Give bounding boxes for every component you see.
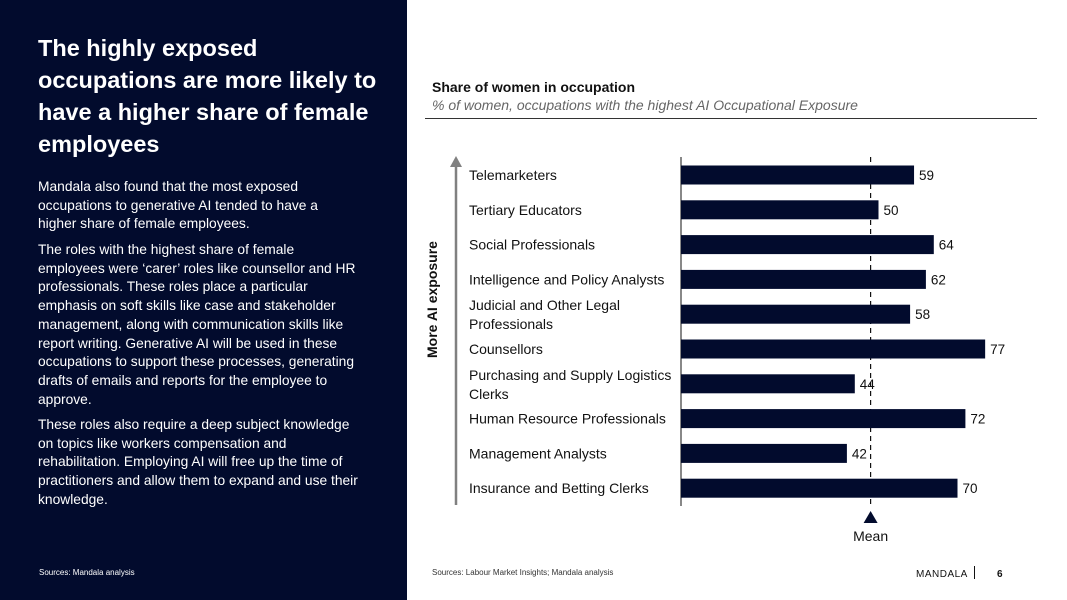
exposure-arrow-head xyxy=(450,156,462,167)
category-label: Judicial and Other Legal Professionals xyxy=(469,297,620,332)
category-label-line: Purchasing and Supply Logistics xyxy=(469,367,671,383)
mean-marker-icon xyxy=(863,511,878,523)
title-divider xyxy=(425,118,1037,119)
data-label: 42 xyxy=(852,446,867,461)
bar xyxy=(681,374,855,394)
bar xyxy=(681,304,911,324)
data-label: 58 xyxy=(915,307,930,322)
category-label-line: Clerks xyxy=(469,386,509,402)
data-label: 64 xyxy=(939,238,955,253)
bar xyxy=(681,478,958,498)
bar xyxy=(681,200,879,220)
mean-label: Mean xyxy=(853,528,888,544)
paragraph-1: Mandala also found that the most exposed… xyxy=(38,179,318,232)
category-label: Management Analysts xyxy=(469,445,607,461)
category-label-line: Judicial and Other Legal xyxy=(469,297,620,313)
category-label: Intelligence and Policy Analysts xyxy=(469,271,664,287)
page-title: The highly exposed occupations are more … xyxy=(38,35,377,157)
bar xyxy=(681,339,986,359)
chart-subtitle: % of women, occupations with the highest… xyxy=(432,97,858,113)
footer-divider xyxy=(974,566,975,579)
category-label: Tertiary Educators xyxy=(469,202,582,218)
bar xyxy=(681,165,915,185)
page-number: 6 xyxy=(997,569,1003,580)
data-label: 70 xyxy=(963,481,978,496)
bar xyxy=(681,269,926,289)
left-panel: The highly exposed occupations are more … xyxy=(0,0,407,600)
chart-title: Share of women in occupation xyxy=(432,79,636,95)
bar xyxy=(681,235,934,255)
data-label: 77 xyxy=(990,342,1005,357)
category-label: Telemarketers xyxy=(469,167,557,183)
data-label: 59 xyxy=(919,168,934,183)
category-label: Counsellors xyxy=(469,341,543,357)
data-label: 44 xyxy=(860,377,876,392)
data-label: 72 xyxy=(970,412,985,427)
bar xyxy=(681,409,966,429)
left-source-note: Sources: Mandala analysis xyxy=(39,568,135,577)
bar xyxy=(681,443,847,463)
category-label: Social Professionals xyxy=(469,237,595,253)
category-label: Human Resource Professionals xyxy=(469,411,666,427)
category-label-line: Professionals xyxy=(469,316,553,332)
data-label: 62 xyxy=(931,272,946,287)
paragraph-2: The roles with the highest share of fema… xyxy=(38,242,356,407)
right-source-note: Sources: Labour Market Insights; Mandala… xyxy=(432,568,614,577)
category-label: Purchasing and Supply Logistics Clerks xyxy=(469,367,671,402)
brand-logo: MANDALA xyxy=(916,569,968,580)
category-label: Insurance and Betting Clerks xyxy=(469,480,649,496)
data-label: 50 xyxy=(884,203,899,218)
paragraph-3: These roles also require a deep subject … xyxy=(38,417,358,507)
